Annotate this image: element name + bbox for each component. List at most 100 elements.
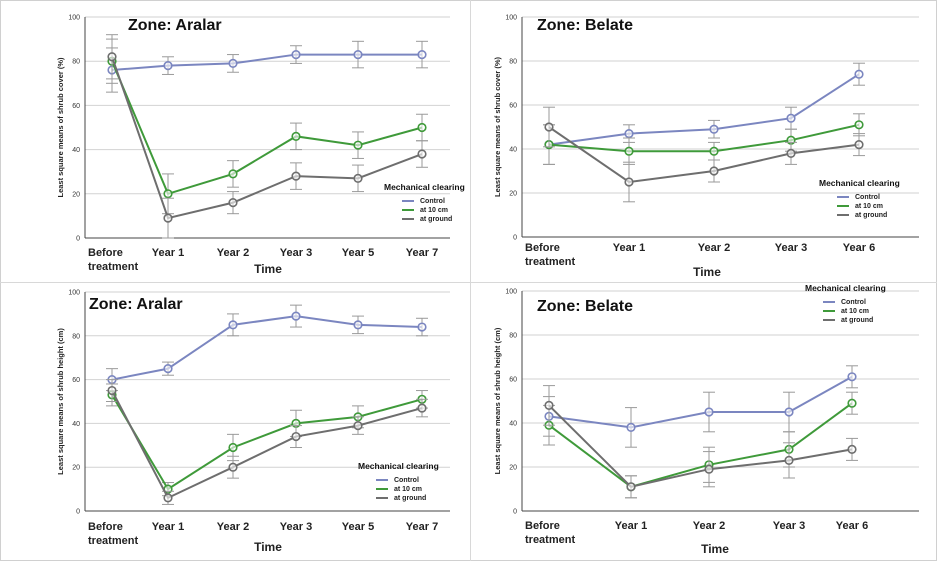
y-tick-label: 0 <box>513 509 517 516</box>
x-tick-label: Year 3 <box>775 242 807 254</box>
legend-item-at-10-cm: at 10 cm <box>394 486 422 493</box>
y-axis-label: Least square means of shrub cover (%) <box>56 57 65 198</box>
data-point-at-10-cm <box>624 146 634 156</box>
data-point-control <box>228 320 238 330</box>
chart-panel-height-aralar: 0 20 40 60 80 100 Least square means of shrub … <box>0 283 470 561</box>
data-point-at-ground <box>228 198 238 208</box>
data-point-at-10-cm <box>228 169 238 179</box>
legend: Mechanical clearing Control at 10 cm at gro… <box>805 283 886 324</box>
legend-item-control: Control <box>855 194 880 201</box>
data-point-at-ground <box>353 173 363 183</box>
data-point-control <box>228 58 238 69</box>
legend: Mechanical clearing Control at 10 cm at gro… <box>384 182 465 223</box>
x-tick-label: Year 2 <box>693 520 725 532</box>
data-point-control <box>417 322 427 332</box>
data-point-control <box>163 364 173 374</box>
y-tick-label: 20 <box>72 465 80 472</box>
legend-item-at-10-cm: at 10 cm <box>420 207 448 214</box>
y-tick-label: 40 <box>72 147 80 154</box>
y-tick-label: 0 <box>76 509 80 516</box>
x-axis-label: Time <box>254 262 282 276</box>
y-tick-label: 100 <box>68 290 80 297</box>
data-point-at-ground <box>107 385 117 396</box>
legend-item-at-ground: at ground <box>841 317 873 324</box>
y-tick-label: 20 <box>72 191 80 198</box>
legend-title: Mechanical clearing <box>819 178 900 188</box>
data-point-at-ground <box>417 403 427 413</box>
x-tick-label: Year 3 <box>280 521 312 533</box>
chart-panel-cover-belate: 0 20 40 60 80 100 Least square means of shrub … <box>471 0 937 282</box>
data-point-at-ground <box>228 462 238 472</box>
legend-item-at-10-cm: at 10 cm <box>855 203 883 210</box>
data-point-at-10-cm <box>291 131 301 141</box>
data-point-control <box>704 407 714 417</box>
data-point-control <box>854 69 864 79</box>
data-point-control <box>709 124 719 134</box>
x-tick-label: Year 1 <box>613 242 645 254</box>
data-point-at-ground <box>544 400 554 410</box>
data-point-at-10-cm <box>353 140 363 150</box>
data-point-at-ground <box>784 455 794 465</box>
y-tick-label: 0 <box>513 235 517 242</box>
x-tick-label: Year 2 <box>217 521 249 533</box>
data-point-at-ground <box>624 177 634 187</box>
y-tick-label: 20 <box>509 465 517 472</box>
series-line-at-ground <box>111 56 423 220</box>
x-tick-label: Before <box>88 521 123 533</box>
chart-svg: 0 20 40 60 80 100 Least square means of shrub … <box>56 290 450 554</box>
x-tick-label: Before <box>525 242 560 254</box>
chart-panel-cover-aralar: 0 20 40 60 80 100 Least square means of shrub … <box>0 0 470 282</box>
y-tick-label: 0 <box>76 236 80 243</box>
zone-title: Zone: Belate <box>537 298 633 315</box>
x-axis-label: Time <box>701 542 729 556</box>
data-point-at-ground <box>544 122 554 132</box>
data-point-at-10-cm <box>847 398 857 408</box>
panel-divider-vertical <box>470 0 471 561</box>
legend-item-control: Control <box>394 477 419 484</box>
x-tick-label: treatment <box>525 534 575 546</box>
data-point-at-ground <box>163 213 173 223</box>
chart-panel-height-belate: 0 20 40 60 80 100 Least square means of shrub … <box>471 283 937 561</box>
data-point-control <box>626 422 636 432</box>
y-tick-label: 80 <box>509 333 517 340</box>
y-tick-label: 100 <box>505 289 517 296</box>
x-tick-label: Before <box>525 520 560 532</box>
x-tick-label: treatment <box>88 261 138 273</box>
data-point-at-ground <box>291 171 301 181</box>
panel-divider-horizontal <box>0 282 937 283</box>
series-line-at-10-cm <box>548 402 853 488</box>
legend: Mechanical clearing Control at 10 cm at gro… <box>819 178 900 219</box>
series-line-at-10-cm <box>111 60 423 196</box>
data-point-at-ground <box>854 140 864 150</box>
legend-title: Mechanical clearing <box>358 461 439 471</box>
data-point-control <box>163 61 173 71</box>
series-line-at-10-cm <box>111 394 423 491</box>
series-line-at-ground <box>548 404 853 488</box>
y-tick-label: 100 <box>68 15 80 22</box>
y-axis-label: Least square means of shrub cover (%) <box>493 56 502 197</box>
x-tick-label: Before <box>88 247 123 259</box>
x-tick-label: Year 7 <box>406 247 438 259</box>
y-tick-label: 80 <box>509 59 517 66</box>
x-axis-label: Time <box>254 540 282 554</box>
chart-svg: 0 20 40 60 80 100 Least square means of shrub … <box>493 283 919 556</box>
data-point-at-10-cm <box>709 146 719 156</box>
data-point-at-ground <box>847 444 857 454</box>
data-point-at-ground <box>704 464 714 474</box>
legend-item-at-10-cm: at 10 cm <box>841 308 869 315</box>
legend-title: Mechanical clearing <box>384 182 465 192</box>
data-point-at-10-cm <box>163 189 173 199</box>
data-point-control <box>847 372 857 382</box>
data-point-at-ground <box>626 482 636 492</box>
series-line-control <box>548 73 860 146</box>
x-tick-label: treatment <box>525 256 575 268</box>
y-tick-label: 100 <box>505 15 517 22</box>
data-point-control <box>417 49 427 60</box>
x-tick-label: Year 5 <box>342 247 374 259</box>
legend-item-control: Control <box>420 198 445 205</box>
y-tick-label: 40 <box>72 421 80 428</box>
data-point-control <box>784 407 794 417</box>
data-point-at-ground <box>709 166 719 176</box>
data-point-at-ground <box>163 493 173 503</box>
chart-svg: 0 20 40 60 80 100 Least square means of shrub … <box>56 15 465 277</box>
